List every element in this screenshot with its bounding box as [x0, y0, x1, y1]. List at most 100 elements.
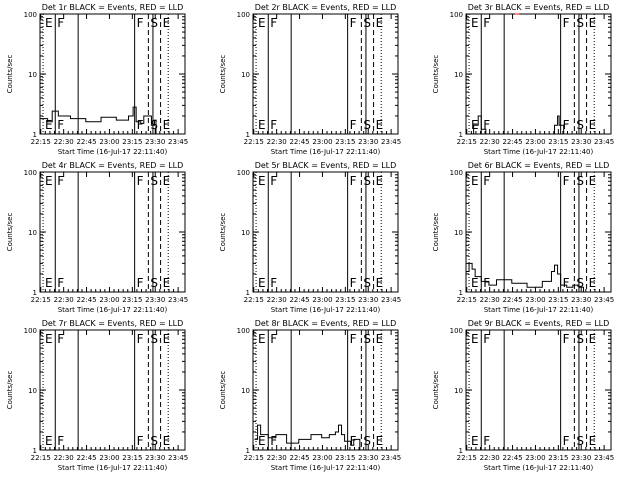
- marker-label: E: [376, 276, 384, 290]
- marker-label: E: [163, 174, 171, 188]
- panel-4: Det 4r BLACK = Events, RED = LLD Counts/s…: [6, 161, 188, 314]
- x-tick-label: 22:30: [267, 296, 287, 304]
- y-tick-label: 100: [24, 169, 37, 177]
- marker-label: E: [471, 16, 479, 30]
- y-axis-label: Counts/sec: [6, 55, 14, 94]
- y-tick-label: 10: [28, 387, 37, 395]
- x-tick-label: 22:15: [244, 296, 264, 304]
- marker-label: F: [270, 118, 277, 132]
- panel-1: Det 1r BLACK = Events, RED = LLD Counts/s…: [6, 3, 188, 156]
- y-axis-label: Counts/sec: [6, 213, 14, 252]
- plot-frame: [465, 329, 612, 451]
- y-tick-label: 10: [28, 229, 37, 237]
- x-tick-label: 22:45: [76, 138, 96, 146]
- marker-label: F: [350, 276, 357, 290]
- y-tick-label: 1: [246, 289, 250, 297]
- x-tick-label: 22:15: [31, 138, 51, 146]
- y-tick-label: 100: [24, 11, 37, 19]
- marker-label: F: [57, 174, 64, 188]
- y-tick-label: 10: [241, 387, 250, 395]
- marker-label: S: [363, 434, 371, 448]
- x-tick-label: 22:45: [502, 138, 522, 146]
- marker-label: S: [576, 174, 584, 188]
- marker-label: E: [376, 332, 384, 346]
- y-axis-label: Counts/sec: [219, 55, 227, 94]
- x-axis-label: Start Time (16-Jul-17 22:11:40): [484, 148, 594, 156]
- panel-title: Det 7r BLACK = Events, RED = LLD: [42, 319, 184, 328]
- x-tick-label: 23:15: [122, 454, 142, 462]
- panel-2: Det 2r BLACK = Events, RED = LLD Counts/s…: [219, 3, 401, 156]
- marker-label: S: [363, 276, 371, 290]
- x-tick-label: 23:00: [525, 454, 545, 462]
- marker-label: E: [589, 434, 597, 448]
- y-axis-label: Counts/sec: [219, 213, 227, 252]
- x-tick-label: 22:15: [244, 138, 264, 146]
- plot-frame: [39, 329, 186, 451]
- x-tick-label: 22:30: [267, 454, 287, 462]
- x-axis-label: Start Time (16-Jul-17 22:11:40): [58, 148, 168, 156]
- marker-label: S: [576, 332, 584, 346]
- marker-label: E: [471, 276, 479, 290]
- y-tick-label: 100: [450, 11, 463, 19]
- x-tick-label: 22:45: [289, 454, 309, 462]
- marker-label: F: [563, 276, 570, 290]
- x-axis-label: Start Time (16-Jul-17 22:11:40): [271, 148, 381, 156]
- marker-label: F: [563, 16, 570, 30]
- x-tick-label: 22:15: [31, 296, 51, 304]
- x-tick-label: 23:30: [571, 296, 591, 304]
- x-axis-label: Start Time (16-Jul-17 22:11:40): [484, 306, 594, 314]
- x-tick-label: 23:00: [312, 296, 332, 304]
- panel-5: Det 5r BLACK = Events, RED = LLD Counts/s…: [219, 161, 401, 314]
- marker-label: F: [270, 332, 277, 346]
- marker-label: F: [350, 118, 357, 132]
- plot-frame: [465, 171, 612, 293]
- marker-label: F: [57, 16, 64, 30]
- marker-label: E: [589, 276, 597, 290]
- plot-frame: [39, 171, 186, 293]
- series-events: [470, 115, 565, 135]
- plot-frame: [465, 13, 612, 135]
- x-tick-label: 22:30: [480, 454, 500, 462]
- x-tick-label: 23:45: [168, 296, 188, 304]
- marker-label: E: [163, 118, 171, 132]
- marker-label: S: [363, 174, 371, 188]
- marker-label: S: [363, 16, 371, 30]
- x-tick-label: 22:15: [457, 138, 477, 146]
- x-tick-label: 22:45: [502, 454, 522, 462]
- marker-label: F: [563, 434, 570, 448]
- y-tick-label: 100: [237, 169, 250, 177]
- x-tick-label: 22:30: [480, 138, 500, 146]
- marker-label: F: [350, 434, 357, 448]
- marker-label: S: [150, 332, 158, 346]
- x-tick-label: 23:45: [594, 296, 614, 304]
- marker-label: E: [163, 434, 171, 448]
- series-events: [40, 106, 157, 134]
- marker-label: F: [57, 118, 64, 132]
- x-tick-label: 23:30: [145, 454, 165, 462]
- marker-label: F: [350, 332, 357, 346]
- x-tick-label: 22:15: [457, 296, 477, 304]
- x-tick-label: 23:30: [145, 138, 165, 146]
- x-tick-label: 22:45: [289, 138, 309, 146]
- marker-label: E: [163, 332, 171, 346]
- series-events: [254, 424, 379, 451]
- marker-label: E: [258, 434, 266, 448]
- y-tick-label: 10: [454, 71, 463, 79]
- marker-label: F: [137, 118, 144, 132]
- x-axis-label: Start Time (16-Jul-17 22:11:40): [58, 464, 168, 472]
- marker-label: F: [563, 332, 570, 346]
- y-tick-label: 1: [459, 289, 463, 297]
- x-tick-label: 23:45: [381, 454, 401, 462]
- y-tick-label: 1: [246, 447, 250, 455]
- y-tick-label: 1: [459, 447, 463, 455]
- marker-label: E: [471, 174, 479, 188]
- panel-7: Det 7r BLACK = Events, RED = LLD Counts/s…: [6, 319, 188, 472]
- marker-label: F: [137, 16, 144, 30]
- x-tick-label: 23:30: [358, 296, 378, 304]
- x-axis-label: Start Time (16-Jul-17 22:11:40): [58, 306, 168, 314]
- marker-label: E: [589, 332, 597, 346]
- panel-title: Det 2r BLACK = Events, RED = LLD: [255, 3, 397, 12]
- x-tick-label: 23:45: [381, 138, 401, 146]
- plot-frame: [252, 329, 399, 451]
